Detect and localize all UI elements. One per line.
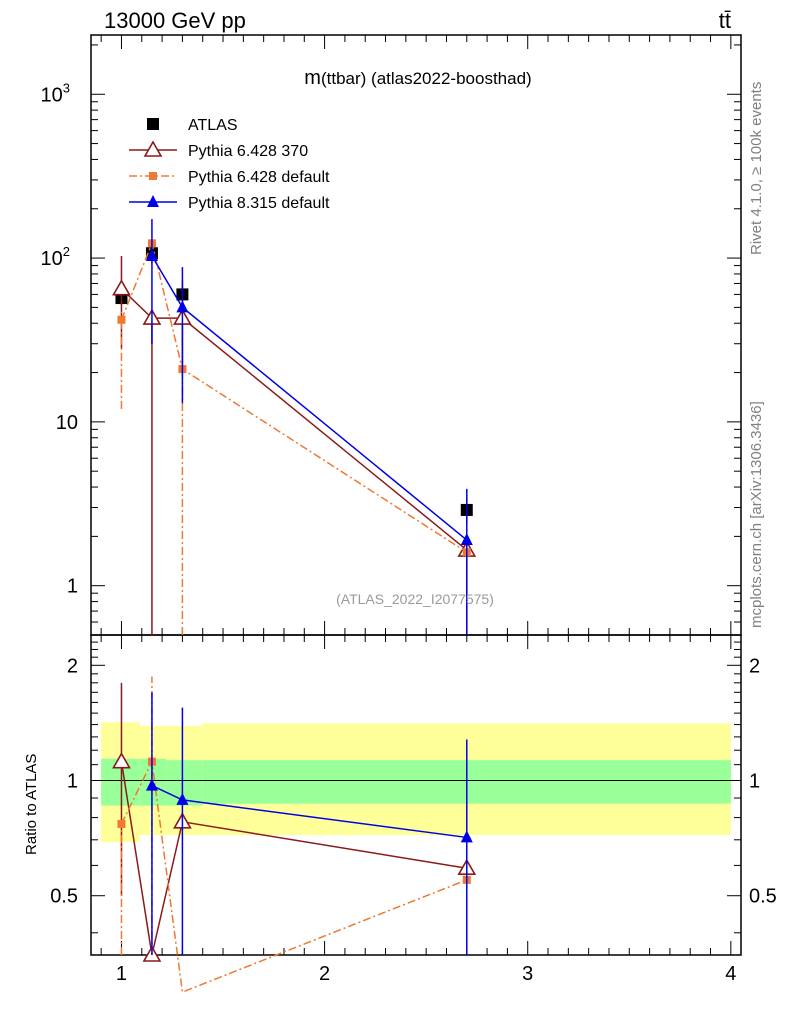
- series-line: [151, 255, 468, 541]
- x-tick-label: 1: [116, 963, 127, 985]
- plot-title: m(ttbar) (atlas2022-boosthad): [304, 67, 531, 89]
- x-tick-label: 2: [319, 963, 330, 985]
- ratio-plot-frame: [90, 634, 742, 956]
- y-tick-label-exp: 3: [63, 80, 70, 95]
- ratio-point: [176, 792, 189, 805]
- ratio-y-tick-label: 2: [67, 655, 78, 677]
- y-tick-label-base: 10: [41, 248, 63, 270]
- ratio-y-tick-label-right: 0.5: [749, 886, 777, 908]
- ratio-y-axis-label: Ratio to ATLAS: [23, 754, 40, 855]
- legend-label: Pythia 6.428 default: [188, 169, 330, 186]
- y-tick-label: 102: [41, 244, 70, 270]
- legend: ATLAS Pythia 6.428 370 Pythia 6.428 defaul…: [129, 117, 330, 212]
- legend-label: Pythia 8.315 default: [188, 195, 330, 212]
- ratio-y-tick-label-right: 2: [749, 655, 760, 677]
- x-tick-label: 3: [522, 963, 533, 985]
- y-tick-label: 1: [67, 576, 78, 598]
- ratio-y-tick-label-right: 1: [749, 771, 760, 793]
- data-point: [117, 315, 126, 324]
- series-atlas: [115, 247, 473, 524]
- data-marks: [112, 219, 477, 994]
- process-label: tt̄: [719, 8, 731, 33]
- source-label: mcplots.cern.ch [arXiv:1306.3436]: [748, 401, 765, 628]
- legend-entry: Pythia 6.428 default: [129, 169, 330, 186]
- ratio-line: [120, 761, 467, 956]
- rivet-label: Rivet 4.1.0, ≥ 100k events: [748, 82, 765, 255]
- energy-label: 13000 GeV pp: [104, 8, 246, 33]
- data-point: [112, 279, 131, 296]
- plot-title-rest: (ttbar) (atlas2022-boosthad): [321, 69, 532, 88]
- series-pythia-6-428-370: [112, 255, 477, 635]
- ratio-point: [145, 778, 158, 791]
- ratio-point: [460, 830, 473, 843]
- data-point: [176, 300, 189, 313]
- ratio-y-tick-label: 1: [67, 771, 78, 793]
- y-tick-label: 103: [41, 80, 70, 106]
- plot-title-main: m: [304, 67, 321, 89]
- legend-entry: Pythia 6.428 370: [129, 140, 308, 160]
- ratio-series-pythia-8-315-default: [145, 692, 473, 955]
- y-tick-label-exp: 2: [63, 244, 70, 259]
- series-pythia-6-428-default: [117, 239, 471, 635]
- y-tick-label: 10: [56, 412, 78, 434]
- legend-marker: [143, 140, 163, 157]
- legend-entry: Pythia 8.315 default: [129, 195, 330, 212]
- legend-marker: [149, 172, 157, 180]
- data-point: [460, 533, 473, 546]
- legend-entry: ATLAS: [147, 117, 238, 134]
- ratio-point: [112, 752, 131, 769]
- y-tick-label-base: 10: [41, 84, 63, 106]
- ratio-y-tick-label: 0.5: [50, 886, 78, 908]
- ratio-point: [117, 819, 126, 828]
- data-point: [145, 248, 158, 261]
- series-line: [120, 240, 468, 553]
- legend-label: Pythia 6.428 370: [188, 143, 308, 160]
- watermark: (ATLAS_2022_I2077575): [336, 591, 494, 607]
- legend-marker: [147, 195, 159, 207]
- legend-marker: [147, 118, 159, 130]
- legend-label: ATLAS: [188, 117, 238, 134]
- series-pythia-8-315-default: [145, 219, 473, 635]
- x-tick-label: 4: [725, 963, 736, 985]
- ratio-line: [120, 759, 468, 994]
- plot-frames: [90, 34, 742, 956]
- series-line: [120, 288, 468, 551]
